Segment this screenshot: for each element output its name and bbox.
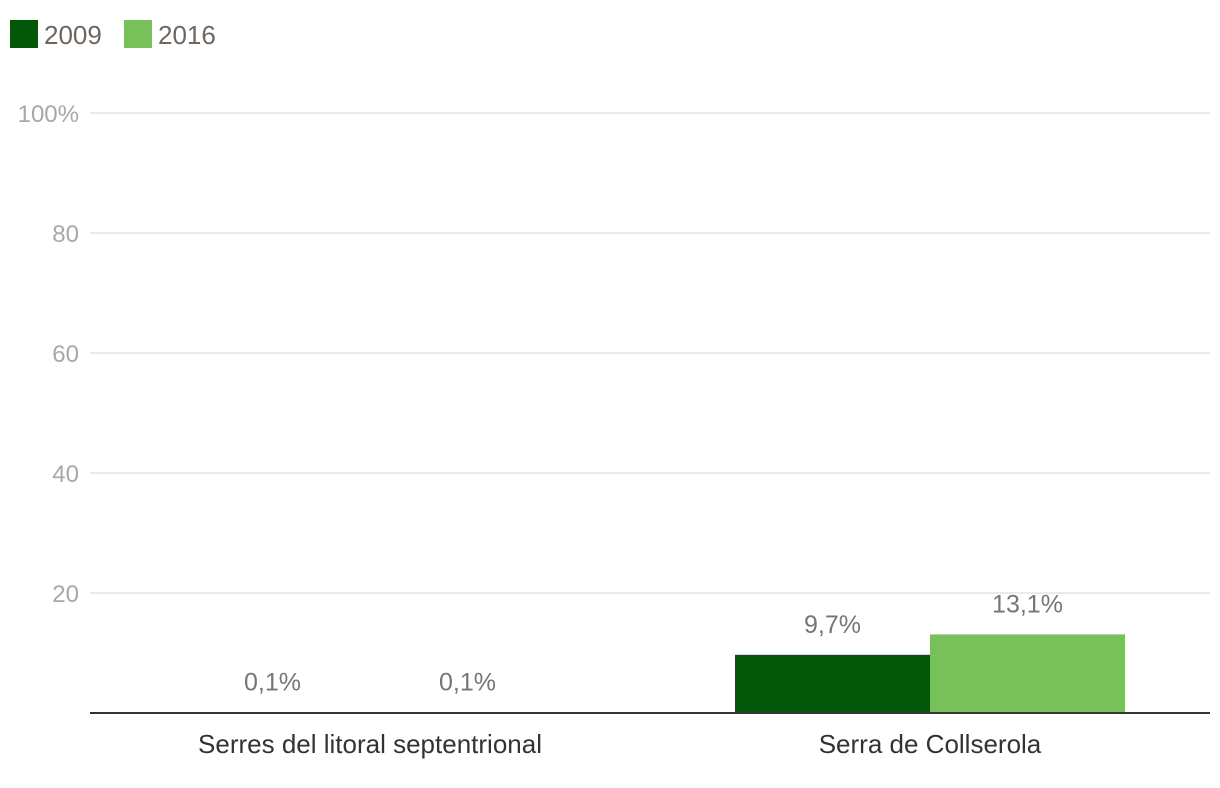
y-tick-label: 20	[52, 581, 79, 608]
legend-swatch-2016	[124, 20, 152, 48]
y-axis-ticks: 20 40 60 80 100%	[18, 101, 79, 608]
x-tick-label: Serra de Collserola	[819, 729, 1042, 759]
chart-legend: 2009 2016	[10, 20, 216, 50]
data-label-2009-1: 0,1%	[244, 668, 301, 696]
legend-swatch-2009	[10, 20, 38, 48]
data-label-2009-2: 9,7%	[804, 611, 861, 639]
data-label-2016-2: 13,1%	[992, 590, 1063, 618]
bar-2016-2	[930, 634, 1125, 713]
y-tick-label: 40	[52, 461, 79, 488]
x-axis-ticks: Serres del litoral septentrional Serra de…	[198, 729, 1042, 759]
chart-data-labels: 0,1% 0,1% 9,7% 13,1%	[244, 590, 1063, 696]
y-tick-label: 60	[52, 341, 79, 368]
y-tick-label: 80	[52, 221, 79, 248]
x-tick-label: Serres del litoral septentrional	[198, 729, 542, 759]
y-tick-label: 100%	[18, 101, 79, 128]
data-label-2016-1: 0,1%	[439, 668, 496, 696]
bar-2009-2	[735, 654, 930, 713]
legend-label-2016: 2016	[158, 20, 216, 50]
chart-bars	[175, 634, 1125, 713]
chart-gridlines	[90, 112, 1210, 594]
legend-label-2009: 2009	[44, 20, 102, 50]
